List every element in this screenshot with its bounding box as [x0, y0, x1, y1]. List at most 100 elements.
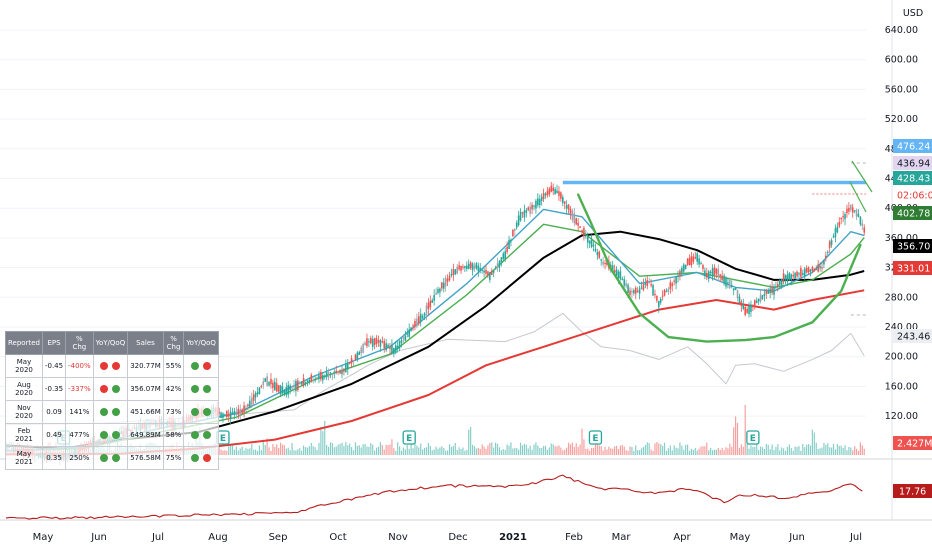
price-tag: [893, 139, 932, 153]
candle-body: [485, 269, 487, 274]
volume-bar: [591, 447, 593, 455]
status-dot-icon: [203, 431, 212, 439]
candle-body: [366, 338, 368, 346]
candle-body: [550, 185, 553, 192]
candle-body: [489, 272, 491, 280]
volume-bar: [491, 442, 493, 455]
month-tick-label: Jun: [90, 532, 107, 543]
candle-body: [429, 300, 432, 308]
price-axis[interactable]: USD640.00600.00560.00520.00480.00440.004…: [885, 8, 932, 498]
candle-body: [398, 341, 401, 349]
volume-bar: [356, 446, 358, 455]
volume-bar: [579, 444, 581, 455]
table-cell: 320.77M: [127, 354, 164, 378]
candle-body: [364, 342, 366, 346]
candle-body: [581, 230, 583, 233]
status-dot-icon: [100, 408, 109, 416]
candle-body: [479, 267, 482, 271]
volume-bar: [652, 450, 654, 455]
volume-bar: [592, 447, 595, 455]
volume-bar: [721, 448, 723, 455]
volume-bar: [656, 442, 658, 455]
volume-bar: [629, 446, 631, 455]
volume-bar: [233, 449, 236, 455]
candle-body: [730, 285, 733, 287]
volume-bar: [226, 450, 228, 455]
table-cell: May 2020: [5, 354, 43, 378]
candle-body: [442, 282, 445, 289]
volume-bar: [437, 448, 439, 455]
candle-body: [270, 378, 272, 385]
candle-body: [275, 383, 278, 392]
candle-body: [502, 253, 505, 259]
volume-bar: [276, 444, 278, 455]
price-tick-label: 600.00: [885, 55, 918, 66]
volume-bar: [443, 448, 445, 455]
candle-body: [694, 257, 697, 259]
candle-body: [633, 290, 635, 294]
candle-body: [675, 277, 677, 284]
candle-body: [416, 318, 418, 327]
volume-bar: [665, 450, 668, 455]
candle-body: [667, 288, 670, 292]
candle-body: [268, 382, 270, 386]
volume-bar: [525, 444, 527, 455]
volume-bar: [637, 450, 639, 455]
rs-tag: [893, 484, 932, 498]
price-tick-label: 200.00: [885, 352, 918, 363]
volume-bar: [564, 449, 566, 455]
table-cell: -0.35: [41, 377, 67, 401]
time-axis[interactable]: May Jun Jul Aug Sep Oct Nov Dec 2021 Feb Mar Apr May…: [33, 532, 862, 543]
volume-bar: [339, 443, 341, 455]
volume-bar: [621, 445, 623, 455]
volume-bar: [852, 450, 854, 455]
candle-body: [711, 268, 714, 277]
candle-body: [613, 270, 616, 273]
candle-body: [544, 193, 547, 196]
volume-bar: [623, 446, 625, 455]
volume-bar: [347, 445, 349, 455]
candle-body: [792, 275, 794, 277]
volume-bar: [372, 444, 374, 455]
volume-bar: [364, 443, 366, 455]
status-dot-icon: [203, 408, 212, 416]
volume-bar: [738, 447, 741, 455]
volume-bar: [663, 442, 666, 455]
candle-body: [794, 272, 796, 279]
candle-body: [542, 193, 545, 199]
candle-body: [496, 263, 499, 269]
table-cell: Aug 2020: [5, 377, 43, 401]
candle-body: [487, 271, 489, 276]
volume-bar: [318, 442, 320, 455]
candle-body: [375, 338, 378, 345]
candle-body: [287, 385, 290, 395]
candle-body: [832, 236, 835, 238]
table-row: May 2020 -0.45 -400% 320.77M 55%: [5, 354, 219, 378]
candle-body: [734, 287, 737, 291]
candle-body: [297, 380, 299, 390]
candle-body: [560, 192, 562, 199]
volume-bar: [481, 444, 483, 455]
volume-bar: [498, 447, 501, 455]
month-tick-label: Nov: [388, 532, 408, 543]
candle-body: [817, 264, 819, 272]
candle-body: [782, 273, 785, 282]
candle-body: [611, 265, 614, 272]
table-cell: -337%: [65, 377, 94, 401]
month-tick-label: Aug: [208, 532, 228, 543]
candle-body: [519, 211, 522, 221]
candle-body: [220, 412, 222, 418]
status-dot-icon: [100, 362, 109, 370]
volume-bar: [381, 445, 383, 455]
volume-bar: [677, 448, 679, 455]
volume-bar: [358, 445, 360, 455]
volume-bar: [304, 447, 307, 455]
volume-bar: [489, 443, 491, 455]
currency-label: USD: [903, 8, 923, 19]
volume-bar: [612, 448, 614, 455]
volume-bar: [531, 449, 533, 455]
volume-bar: [556, 446, 558, 455]
candle-body: [285, 386, 288, 395]
volume-bar: [775, 446, 777, 455]
candle-body: [521, 212, 524, 214]
